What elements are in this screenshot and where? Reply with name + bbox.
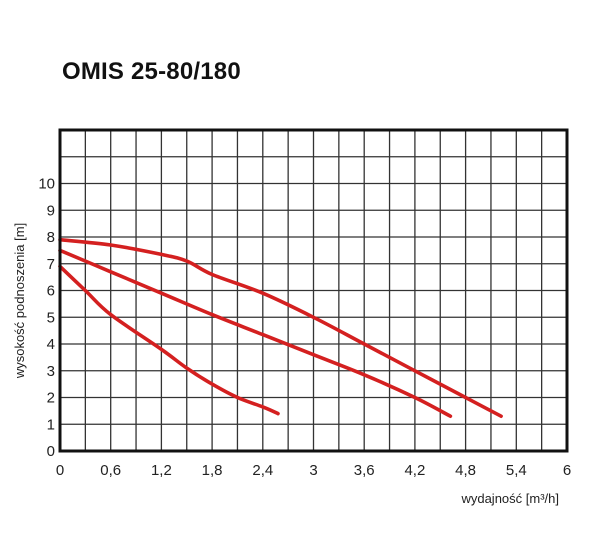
x-tick-label: 2,4 (252, 462, 273, 479)
y-tick-label: 8 (47, 229, 55, 246)
chart-title: OMIS 25-80/180 (62, 58, 241, 85)
y-tick-label: 5 (47, 309, 55, 326)
series-line-2 (58, 248, 453, 418)
x-tick-label: 0,6 (100, 462, 121, 479)
series-line-1 (58, 237, 503, 418)
y-axis-label: wysokość podnoszenia [m] (12, 223, 27, 379)
grid (59, 129, 568, 452)
x-tick-labels: 0 0,6 1,2 1,8 2,4 3 3,6 4,2 4,8 5,4 6 (56, 462, 571, 479)
y-tick-label: 9 (47, 202, 55, 219)
y-tick-label: 1 (47, 416, 55, 433)
x-tick-label: 4,8 (455, 462, 476, 479)
series-line-3 (58, 264, 280, 416)
x-tick-label: 6 (563, 462, 571, 479)
x-axis-label: wydajność [m³/h] (460, 491, 559, 506)
y-tick-label: 6 (47, 283, 55, 300)
x-tick-label: 4,2 (404, 462, 425, 479)
x-tick-label: 3,6 (354, 462, 375, 479)
y-tick-label: 2 (47, 390, 55, 407)
curves (58, 237, 503, 418)
y-tick-label: 3 (47, 363, 55, 380)
y-tick-label: 10 (38, 176, 55, 193)
x-tick-label: 0 (56, 462, 64, 479)
y-tick-labels: 0 1 2 3 4 5 6 7 8 9 10 (38, 176, 55, 461)
x-tick-label: 1,8 (202, 462, 223, 479)
plot-frame (58, 128, 569, 453)
x-tick-label: 3 (309, 462, 317, 479)
x-tick-label: 1,2 (151, 462, 172, 479)
y-tick-label: 0 (47, 443, 55, 460)
y-tick-label: 7 (47, 256, 55, 273)
x-tick-label: 5,4 (506, 462, 527, 479)
y-tick-label: 4 (47, 336, 55, 353)
